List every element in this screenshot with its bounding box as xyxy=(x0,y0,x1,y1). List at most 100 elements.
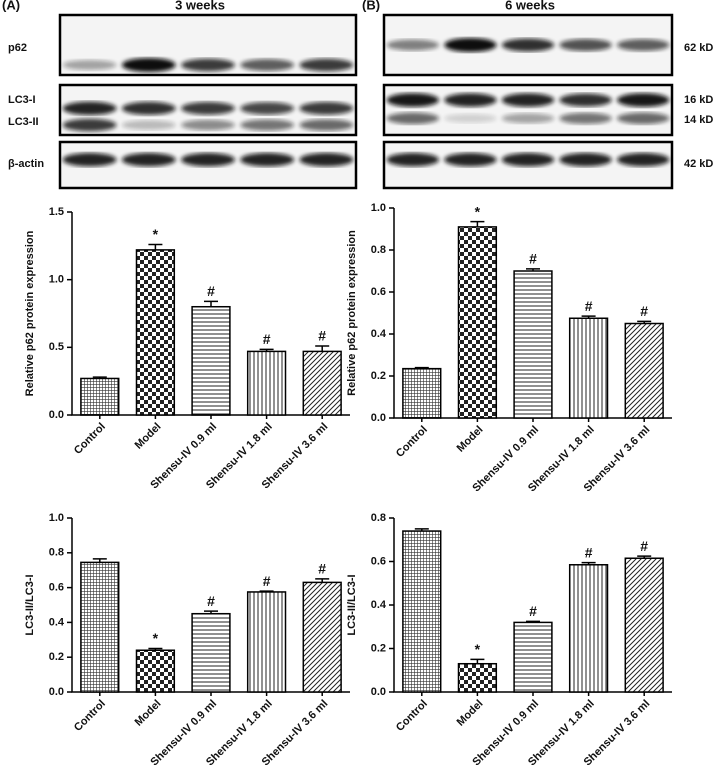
x-tick-label: Model xyxy=(133,698,164,729)
y-tick-label: 0.0 xyxy=(49,409,64,421)
significance-marker: # xyxy=(585,544,593,560)
error-bar xyxy=(637,320,652,324)
error-bar xyxy=(470,658,485,664)
blot-band xyxy=(444,152,497,167)
blot-band xyxy=(386,39,439,51)
x-tick-label: Control xyxy=(72,421,108,457)
bar xyxy=(302,350,342,416)
blot-label: β-actin xyxy=(8,158,44,170)
blot-band xyxy=(386,93,439,107)
y-tick-label: 1.0 xyxy=(49,512,64,524)
y-tick-label: 0.8 xyxy=(49,547,64,559)
bar xyxy=(246,350,287,416)
y-tick-label: 0.8 xyxy=(371,512,386,524)
significance-marker: # xyxy=(263,331,271,347)
bar xyxy=(457,226,498,419)
bar xyxy=(246,591,287,693)
bar xyxy=(624,557,664,693)
y-tick-label: 0.6 xyxy=(371,286,386,298)
blot-band xyxy=(559,112,612,124)
blot-band xyxy=(617,39,670,51)
significance-marker: # xyxy=(529,603,537,619)
x-tick-label: Control xyxy=(394,698,430,734)
y-tick-label: 0.0 xyxy=(49,686,64,698)
y-axis-label: Relative p62 protein expression xyxy=(24,230,36,396)
y-tick-label: 0.4 xyxy=(371,599,387,611)
bar xyxy=(402,367,442,419)
panel-title: 6 weeks xyxy=(505,0,555,12)
blot-band xyxy=(501,152,555,167)
bar xyxy=(80,561,120,693)
y-tick-label: 0.2 xyxy=(371,370,386,382)
blot-band xyxy=(181,119,235,131)
blot-size: 42 kD xyxy=(684,158,713,170)
y-tick-label: 0.6 xyxy=(371,555,386,567)
blot-band xyxy=(559,152,612,167)
error-bar xyxy=(92,376,107,379)
blot-band xyxy=(386,112,439,125)
blot-size: 62 kD xyxy=(684,42,713,54)
blot-band xyxy=(617,112,670,125)
bar xyxy=(568,564,609,693)
significance-marker: # xyxy=(263,573,271,589)
blot-band xyxy=(617,152,670,167)
blot-band xyxy=(444,113,497,123)
panel-label: (B) xyxy=(362,0,380,12)
x-tick-label: Model xyxy=(455,698,486,729)
error-bar xyxy=(526,620,540,623)
error-bar xyxy=(259,590,274,592)
blot-band xyxy=(617,93,670,107)
bar xyxy=(191,305,231,416)
blot-band xyxy=(299,119,354,131)
bar xyxy=(302,581,342,693)
blot-band xyxy=(559,38,612,52)
blot-frame xyxy=(382,83,674,137)
significance-marker: # xyxy=(207,593,215,609)
blot-band xyxy=(240,102,295,115)
blot-band xyxy=(240,119,295,131)
blot-label: p62 xyxy=(8,42,27,54)
blot-band xyxy=(181,101,235,115)
blot-band xyxy=(501,93,555,107)
blot-size: 16 kD xyxy=(684,94,713,106)
blot-band xyxy=(121,58,176,72)
significance-marker: * xyxy=(475,203,481,219)
significance-marker: # xyxy=(640,303,648,319)
significance-marker: # xyxy=(640,538,648,554)
bar xyxy=(402,530,442,693)
blot-band xyxy=(501,38,555,52)
blot-band xyxy=(299,58,354,72)
x-tick-label: Model xyxy=(133,421,164,452)
error-bar xyxy=(637,555,652,559)
y-tick-label: 1.5 xyxy=(49,206,64,218)
bar xyxy=(513,621,553,693)
bar xyxy=(624,322,664,419)
error-bar xyxy=(581,315,596,319)
error-bar xyxy=(315,345,330,352)
blot-label: LC3-I xyxy=(8,94,36,106)
blot-band xyxy=(121,152,176,167)
y-axis-label: LC3-II/LC3-I xyxy=(346,574,358,635)
significance-marker: # xyxy=(207,283,215,299)
blot-band xyxy=(559,93,612,107)
blot-band xyxy=(181,58,235,72)
significance-marker: # xyxy=(318,561,326,577)
panel-label: (A) xyxy=(2,0,20,12)
bar xyxy=(513,270,553,419)
blot-band xyxy=(299,101,354,115)
error-bar xyxy=(526,268,540,271)
error-bar xyxy=(259,348,274,352)
significance-marker: * xyxy=(153,630,159,646)
y-tick-label: 0.6 xyxy=(49,582,64,594)
error-bar xyxy=(204,300,218,307)
y-tick-label: 0.4 xyxy=(49,616,65,628)
y-axis-label: LC3-II/LC3-I xyxy=(24,574,36,635)
blot-band xyxy=(121,101,176,115)
x-tick-label: Control xyxy=(394,424,430,460)
blot-band xyxy=(240,152,295,167)
bar xyxy=(457,662,498,693)
y-tick-label: 0.8 xyxy=(371,244,386,256)
y-tick-label: 0.2 xyxy=(371,642,386,654)
blot-band xyxy=(501,113,555,124)
y-axis-label: Relative p62 protein expression xyxy=(346,230,358,396)
